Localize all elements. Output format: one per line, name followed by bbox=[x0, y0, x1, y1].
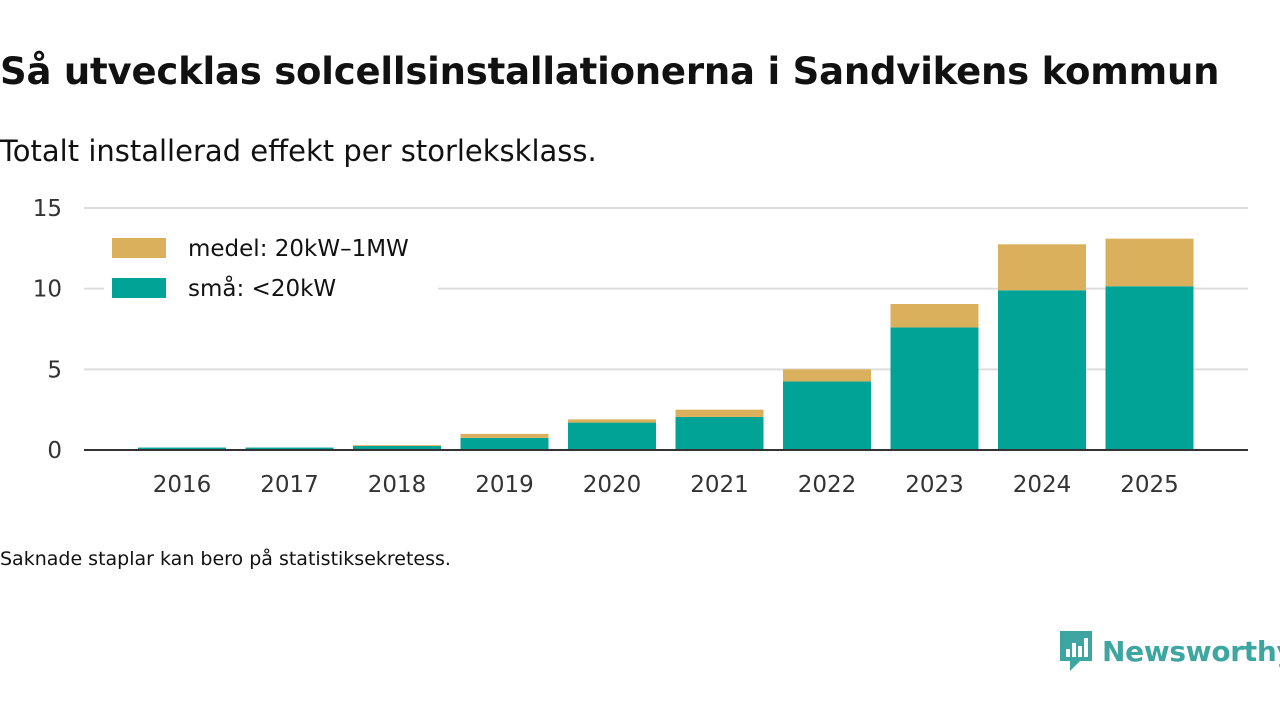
y-tick-label-0: 0 bbox=[47, 438, 62, 464]
legend-label-1: medel: 20kW–1MW bbox=[188, 236, 409, 262]
bar-2024-series-1 bbox=[998, 244, 1086, 291]
newsworthy-icon bbox=[1060, 631, 1092, 671]
y-tick-label-5: 5 bbox=[47, 357, 62, 383]
x-tick-label-2022: 2022 bbox=[798, 472, 857, 498]
bar-2020-series-1 bbox=[568, 419, 656, 423]
bar-2017-series-0 bbox=[245, 447, 334, 450]
x-tick-label-2019: 2019 bbox=[475, 472, 534, 498]
legend-swatch-1 bbox=[112, 238, 166, 258]
bars bbox=[138, 238, 1194, 450]
bar-2023-series-1 bbox=[890, 303, 979, 328]
bar-2018-series-1 bbox=[353, 445, 441, 446]
x-tick-label-2024: 2024 bbox=[1013, 472, 1072, 498]
y-tick-label-15: 15 bbox=[33, 196, 62, 222]
x-tick-label-2021: 2021 bbox=[690, 472, 749, 498]
bar-2025-series-1 bbox=[1105, 238, 1194, 287]
bar-2019-series-1 bbox=[460, 433, 549, 438]
bar-2020-series-0 bbox=[568, 422, 656, 450]
chart-subtitle: Totalt installerad effekt per storlekskl… bbox=[0, 134, 597, 168]
bar-2022-series-1 bbox=[783, 369, 871, 382]
legend: medel: 20kW–1MW små: <20kW bbox=[104, 228, 438, 312]
footnote: Saknade staplar kan bero på statistiksek… bbox=[0, 548, 451, 570]
x-tick-label-2023: 2023 bbox=[905, 472, 964, 498]
bar-2025-series-0 bbox=[1105, 286, 1194, 450]
x-tick-label-2025: 2025 bbox=[1120, 472, 1179, 498]
bar-2023-series-0 bbox=[890, 327, 979, 450]
chart-title: Så utvecklas solcellsinstallationerna i … bbox=[0, 50, 1220, 93]
x-tick-label-2020: 2020 bbox=[583, 472, 642, 498]
bar-2018-series-0 bbox=[353, 445, 441, 450]
brand-name: Newsworthy bbox=[1102, 634, 1280, 668]
axes: 0 5 10 15 2016 2017 2018 2019 2020 2021 2022 2023 20… bbox=[33, 196, 1248, 498]
bar-2021-series-1 bbox=[675, 409, 764, 417]
bar-2022-series-0 bbox=[783, 381, 871, 450]
bar-2021-series-0 bbox=[675, 416, 764, 450]
bar-2019-series-0 bbox=[460, 437, 549, 450]
legend-swatch-0 bbox=[112, 278, 166, 298]
newsworthy-logo: Newsworthy bbox=[1058, 628, 1280, 674]
legend-label-0: små: <20kW bbox=[188, 274, 336, 302]
x-tick-label-2016: 2016 bbox=[153, 472, 212, 498]
bar-2024-series-0 bbox=[998, 290, 1086, 450]
x-tick-label-2018: 2018 bbox=[368, 472, 427, 498]
x-tick-label-2017: 2017 bbox=[260, 472, 319, 498]
bar-2016-series-0 bbox=[138, 447, 226, 450]
y-tick-label-10: 10 bbox=[33, 277, 62, 303]
